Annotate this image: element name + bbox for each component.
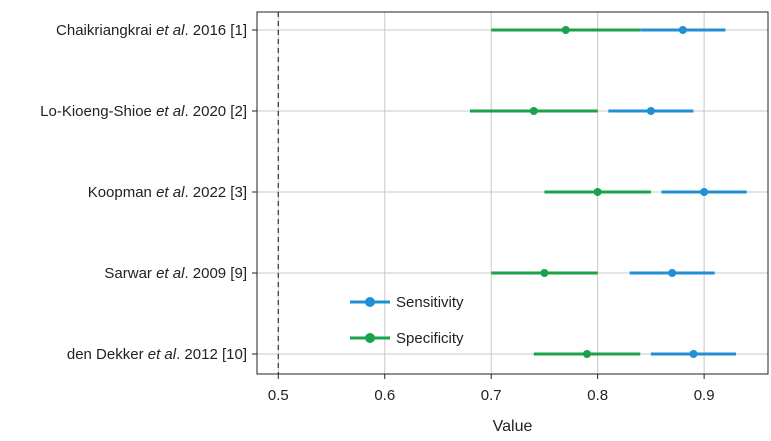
x-tick-layer: 0.5 0.6 0.7 0.8 0.9 [268, 374, 715, 404]
legend-sensitivity-label: Sensitivity [396, 294, 464, 311]
x-tick-label: 0.9 [694, 387, 715, 404]
series-layer [469, 26, 747, 358]
y-tick-label: Sarwar et al. 2009 [9] [104, 265, 247, 282]
x-tick-label: 0.6 [374, 387, 395, 404]
x-tick-label: 0.5 [268, 387, 289, 404]
sensitivity-point [689, 350, 698, 358]
y-tick-layer: Chaikriangkrai et al. 2016 [1] Lo-Kioeng-… [40, 22, 257, 363]
x-tick-label: 0.8 [587, 387, 608, 404]
specificity-point [540, 269, 549, 277]
specificity-point [561, 26, 570, 34]
sensitivity-point [678, 26, 687, 34]
plot-frame [256, 11, 769, 375]
x-tick-label: 0.7 [481, 387, 502, 404]
y-tick-label: Koopman et al. 2022 [3] [88, 184, 247, 201]
x-axis-title: Value [493, 418, 533, 435]
sensitivity-point [700, 188, 709, 196]
legend-specificity-marker [365, 333, 375, 343]
y-tick-label: Lo-Kioeng-Shioe et al. 2020 [2] [40, 103, 247, 120]
sensitivity-point [668, 269, 677, 277]
sensitivity-point [646, 107, 655, 115]
legend: Sensitivity Specificity [350, 294, 464, 347]
y-tick-label: Chaikriangkrai et al. 2016 [1] [56, 22, 247, 39]
y-tick-label: den Dekker et al. 2012 [10] [67, 346, 247, 363]
specificity-point [593, 188, 602, 196]
specificity-point [529, 107, 538, 115]
legend-specificity-label: Specificity [396, 330, 464, 347]
legend-sensitivity-marker [365, 297, 375, 307]
specificity-point [583, 350, 592, 358]
